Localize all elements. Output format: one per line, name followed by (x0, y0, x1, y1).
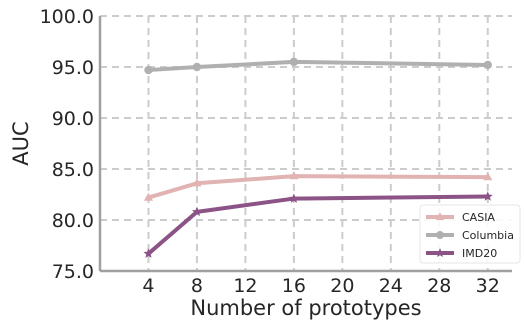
series-line (146, 194, 490, 256)
data-point (483, 172, 493, 181)
y-tick-label: 100.0 (40, 6, 94, 28)
y-tick-label: 80.0 (52, 210, 94, 232)
series-line (146, 59, 490, 73)
data-point (143, 192, 154, 201)
y-tick-label: 90.0 (52, 108, 94, 130)
x-tick-label: 12 (233, 275, 257, 297)
x-tick-label: 20 (330, 275, 354, 297)
legend-items: CASIA Columbia IMD20 (426, 211, 514, 260)
data-point (191, 206, 202, 217)
y-tick-label: 85.0 (52, 159, 94, 181)
x-tick-label: 8 (191, 275, 203, 297)
data-point (483, 60, 492, 70)
x-tick-label: 32 (476, 275, 500, 297)
data-point (482, 191, 493, 201)
y-tick-label: 75.0 (52, 261, 94, 283)
x-tick-label: 4 (142, 275, 154, 297)
series-casia (143, 171, 493, 201)
legend-marker (435, 248, 445, 258)
legend-label: CASIA (462, 211, 495, 224)
legend-label: Columbia (462, 229, 514, 242)
data-point (143, 248, 154, 258)
x-tick-labels: 4 8 12 16 20 24 28 32 (142, 275, 499, 297)
legend-item: IMD20 (426, 247, 497, 260)
data-point (192, 178, 202, 187)
axes (98, 16, 512, 273)
series-imd20 (143, 191, 493, 258)
legend-marker (436, 231, 444, 239)
legend: CASIA Columbia IMD20 (419, 204, 521, 264)
series-columbia (144, 57, 492, 75)
y-tick-labels: 75.0 80.0 85.0 90.0 95.0 100.0 (40, 6, 94, 283)
x-tick-label: 24 (379, 275, 403, 297)
data-point (289, 57, 299, 67)
series-line (146, 174, 490, 200)
legend-item: Columbia (426, 229, 514, 242)
data-point (192, 62, 202, 72)
legend-label: IMD20 (462, 247, 497, 260)
x-tick-label: 28 (427, 275, 451, 297)
data-point (288, 193, 299, 203)
x-axis-title: Number of prototypes (190, 296, 421, 320)
series-lines (143, 57, 493, 258)
y-axis-title: AUC (9, 121, 33, 165)
data-point (289, 171, 299, 180)
legend-item: CASIA (426, 211, 495, 224)
legend-box (419, 204, 521, 264)
data-point (144, 65, 153, 75)
y-tick-label: 95.0 (52, 57, 94, 79)
x-tick-label: 16 (282, 275, 306, 297)
legend-marker (435, 212, 445, 220)
